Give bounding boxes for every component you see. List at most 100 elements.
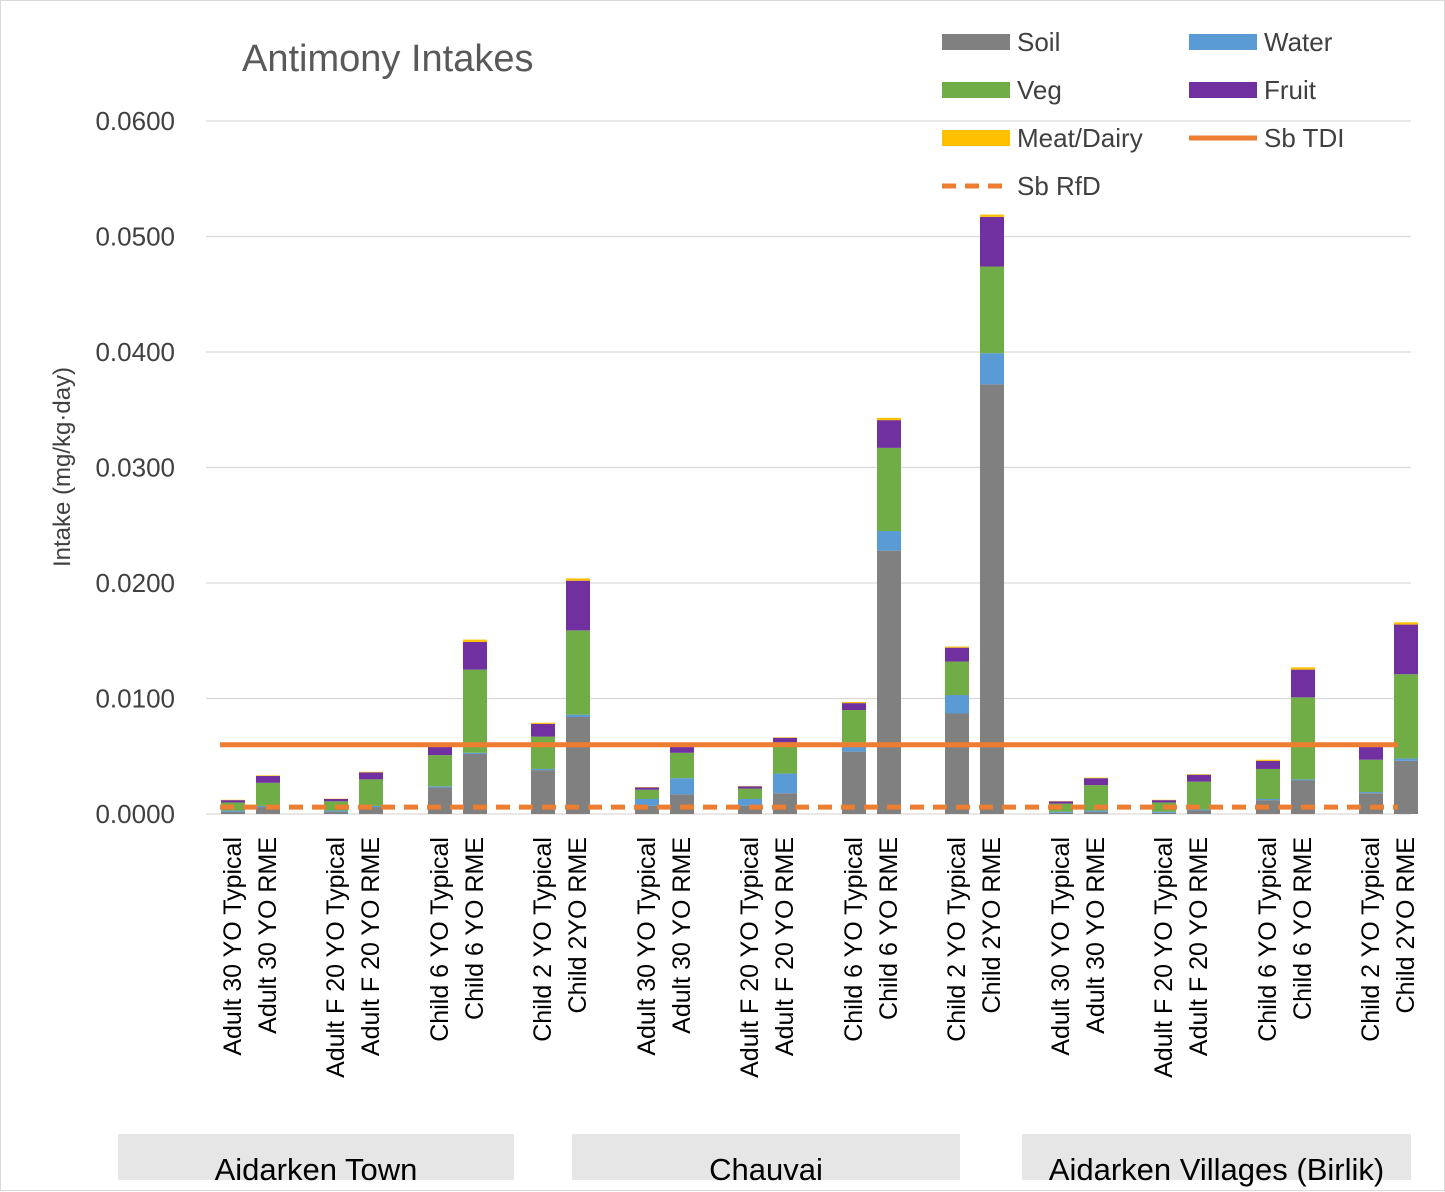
x-tick-label: Child 6 YO Typical xyxy=(1254,837,1282,1042)
bar-segment-meat-dairy xyxy=(566,578,590,580)
x-tick-label: Adult F 20 YO Typical xyxy=(736,837,764,1078)
bar-segment-water xyxy=(773,774,797,794)
bar-segment-water xyxy=(1291,779,1315,780)
bar-segment-fruit xyxy=(1291,670,1315,698)
bar-segment-soil xyxy=(1084,812,1108,814)
x-tick-label: Child 6 YO RME xyxy=(461,837,489,1020)
bar-segment-meat-dairy xyxy=(980,215,1004,217)
region-label: Chauvai xyxy=(709,1152,823,1187)
legend-label: Sb TDI xyxy=(1264,123,1344,153)
bar-segment-soil xyxy=(324,812,348,814)
legend-label: Fruit xyxy=(1264,75,1317,105)
bar-segment-meat-dairy xyxy=(256,775,280,776)
bar-segment-veg xyxy=(738,789,762,799)
y-tick-label: 0.0100 xyxy=(95,684,175,714)
x-tick-label: Adult F 20 YO Typical xyxy=(1150,837,1178,1078)
region-label: Aidarken Town xyxy=(215,1152,418,1187)
y-tick-label: 0.0600 xyxy=(95,106,175,136)
bar-segment-fruit xyxy=(566,581,590,631)
legend-swatch xyxy=(942,82,1010,98)
bar-segment-veg xyxy=(842,710,866,742)
bar-segment-fruit xyxy=(359,772,383,779)
bar-segment-water xyxy=(945,695,969,713)
bar-segment-fruit xyxy=(463,642,487,670)
bar-segment-veg xyxy=(980,267,1004,354)
y-axis: 0.00000.01000.02000.03000.04000.05000.06… xyxy=(95,106,175,829)
bar-segment-water xyxy=(463,753,487,754)
bar-segment-soil xyxy=(1152,813,1176,814)
x-tick-label: Adult 30 YO RME xyxy=(668,837,696,1034)
legend-swatch xyxy=(942,34,1010,50)
bar-segment-fruit xyxy=(221,800,245,802)
region-label: Aidarken Villages (Birlik) xyxy=(1049,1152,1384,1187)
bar-segment-water xyxy=(1152,812,1176,813)
bar-segment-fruit xyxy=(738,786,762,788)
bar-segment-water xyxy=(531,769,555,770)
x-tick-label: Child 6 YO RME xyxy=(875,837,903,1020)
x-tick-label: Child 2 YO Typical xyxy=(1357,837,1385,1042)
x-tick-label: Adult F 20 YO RME xyxy=(771,837,799,1056)
bar-segment-soil xyxy=(773,793,797,814)
bar-segment-fruit xyxy=(635,787,659,789)
x-tick-label: Child 2 YO Typical xyxy=(943,837,971,1042)
bar-segment-fruit xyxy=(945,648,969,662)
bar-segment-soil xyxy=(1187,811,1211,814)
bar-segment-veg xyxy=(1256,769,1280,799)
bar-segment-veg xyxy=(1359,760,1383,792)
bar-segment-meat-dairy xyxy=(463,640,487,642)
x-tick-label: Adult 30 YO RME xyxy=(254,837,282,1034)
bar-segment-fruit xyxy=(842,703,866,710)
x-tick-label: Adult 30 YO Typical xyxy=(1047,837,1075,1056)
bar-segment-water xyxy=(877,531,901,551)
x-tick-label: Adult 30 YO RME xyxy=(1082,837,1110,1034)
bar-segment-meat-dairy xyxy=(877,418,901,420)
bar-segment-water xyxy=(1084,811,1108,812)
bar-segment-meat-dairy xyxy=(531,723,555,724)
bar-segment-fruit xyxy=(670,747,694,753)
bar-segment-fruit xyxy=(1359,747,1383,760)
x-tick-label: Child 2 YO Typical xyxy=(529,837,557,1042)
bar-segment-veg xyxy=(428,755,452,786)
legend-label: Meat/Dairy xyxy=(1017,123,1143,153)
bar-segment-veg xyxy=(531,737,555,769)
bar-segment-fruit xyxy=(877,420,901,448)
x-tick-label: Child 6 YO Typical xyxy=(426,837,454,1042)
bar-segment-veg xyxy=(463,670,487,753)
y-axis-title: Intake (mg/kg·day) xyxy=(49,367,76,567)
bar-segment-water xyxy=(980,353,1004,384)
bar-segment-water xyxy=(1394,759,1418,761)
bar-segment-water xyxy=(566,715,590,717)
x-tick-label: Child 2YO RME xyxy=(564,837,592,1013)
y-tick-label: 0.0400 xyxy=(95,337,175,367)
bar-segment-meat-dairy xyxy=(1291,667,1315,669)
bar-segment-veg xyxy=(1291,697,1315,779)
y-tick-label: 0.0300 xyxy=(95,453,175,483)
bar-segment-meat-dairy xyxy=(842,702,866,703)
legend-label: Soil xyxy=(1017,27,1060,57)
bar-segment-fruit xyxy=(1394,625,1418,675)
bar-segment-water xyxy=(428,786,452,787)
bar-segment-fruit xyxy=(428,747,452,755)
bar-segment-soil xyxy=(945,714,969,814)
bar-segment-veg xyxy=(635,790,659,799)
legend-swatch xyxy=(942,130,1010,146)
x-tick-label: Adult 30 YO Typical xyxy=(633,837,661,1056)
bar-segment-water xyxy=(1256,799,1280,800)
bar-segment-fruit xyxy=(324,799,348,801)
bar-segment-fruit xyxy=(1187,775,1211,782)
bar-segment-meat-dairy xyxy=(1084,778,1108,779)
bar-segment-water xyxy=(221,811,245,812)
legend-label: Veg xyxy=(1017,75,1062,105)
bar-segment-soil xyxy=(566,717,590,814)
region-groups: Aidarken Town Chauvai Aidarken Villages (B… xyxy=(118,1134,1411,1187)
bar-segment-veg xyxy=(945,662,969,695)
y-tick-label: 0.0500 xyxy=(95,222,175,252)
bar-segment-soil xyxy=(980,384,1004,814)
bar-segment-fruit xyxy=(256,776,280,783)
bar-segment-fruit xyxy=(1049,801,1073,803)
bar-segment-water xyxy=(670,778,694,794)
bar-segment-soil xyxy=(1359,793,1383,814)
bar-segment-meat-dairy xyxy=(1187,774,1211,775)
